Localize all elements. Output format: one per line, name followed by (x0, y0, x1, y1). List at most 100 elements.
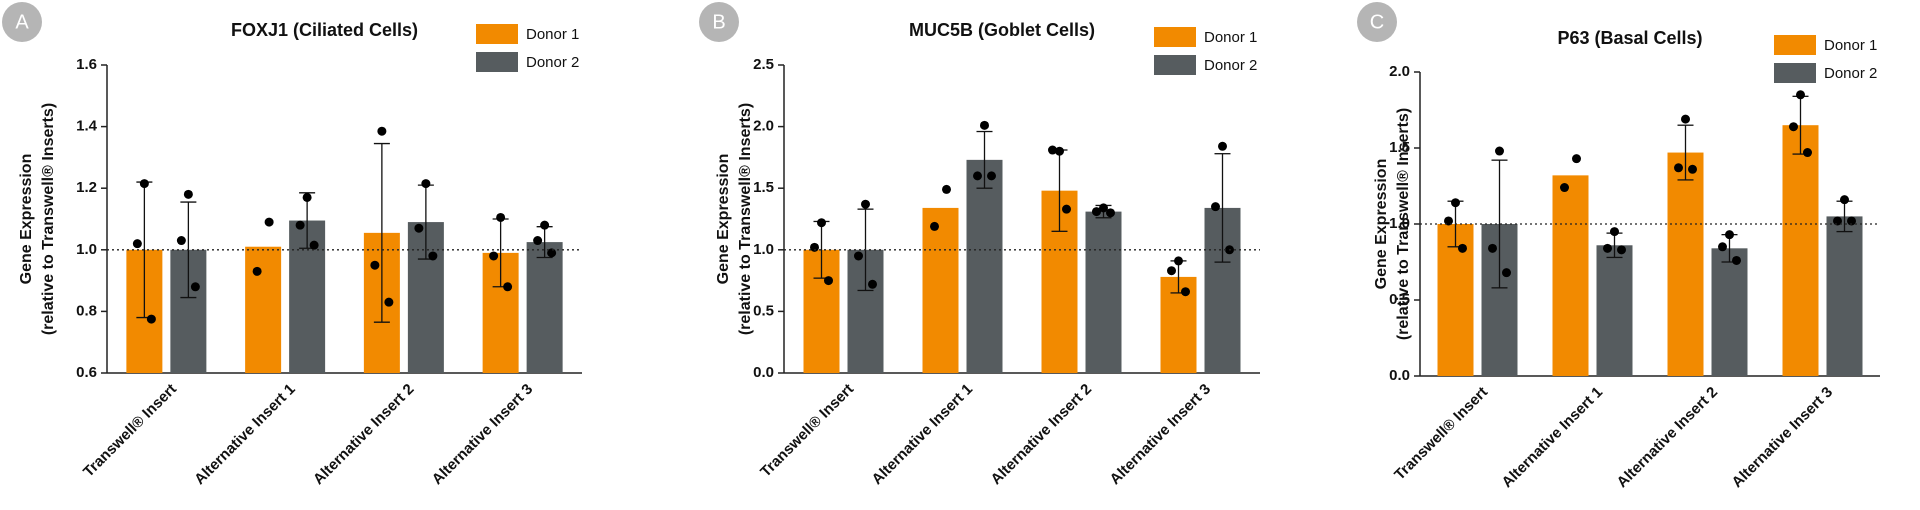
y-tick-label: 1.0 (1389, 215, 1410, 232)
legend-swatch (1774, 63, 1816, 83)
x-tick-label: Alternative Insert 1 (1499, 384, 1607, 492)
data-point (132, 239, 142, 249)
bar (966, 159, 1003, 373)
data-point (1106, 208, 1115, 218)
data-point (295, 220, 305, 230)
y-axis-label: Gene Expression (715, 154, 732, 285)
data-point (547, 248, 557, 258)
bar (1826, 216, 1863, 376)
data-point (1211, 202, 1220, 212)
data-point (1062, 204, 1071, 214)
data-point (377, 126, 387, 136)
y-tick-label: 0.6 (76, 364, 97, 381)
data-point (1099, 203, 1108, 213)
data-point (1444, 216, 1453, 226)
bar (245, 246, 282, 373)
data-point (1055, 146, 1064, 156)
data-point (540, 220, 550, 230)
legend-swatch (1154, 55, 1196, 75)
error-bar (373, 142, 390, 323)
panel: B MUC5B (Goblet Cells) Gene Expression (rel… (699, 2, 1260, 488)
data-point (1488, 243, 1497, 253)
data-point (1167, 266, 1176, 276)
data-point (868, 279, 877, 289)
data-point (1181, 287, 1190, 297)
error-bar (1491, 159, 1508, 289)
data-point (861, 199, 870, 209)
data-point (421, 179, 431, 189)
x-tick-label: Alternative Insert 1 (869, 381, 977, 489)
bar (1085, 211, 1122, 373)
legend-swatch (1154, 27, 1196, 47)
data-point (824, 276, 833, 286)
chart-title: MUC5B (Goblet Cells) (909, 20, 1095, 40)
y-tick-label: 1.2 (76, 179, 97, 196)
error-bar (1214, 153, 1231, 263)
legend-label: Donor 2 (1824, 65, 1877, 82)
data-point (1502, 268, 1511, 278)
panel: C P63 (Basal Cells) Gene Expression (relati… (1357, 2, 1880, 491)
error-bar (1677, 124, 1694, 181)
data-point (1603, 243, 1612, 253)
data-point (1174, 256, 1183, 266)
data-point (496, 212, 506, 222)
data-point (1495, 146, 1504, 156)
data-point (1803, 148, 1812, 158)
data-point (942, 184, 951, 194)
data-point (252, 266, 262, 276)
y-tick-label: 1.4 (76, 118, 98, 135)
y-axis-label: (relative to Transwell® Inserts) (737, 103, 754, 335)
y-tick-label: 1.6 (76, 56, 97, 73)
y-tick-label: 0.8 (76, 302, 97, 319)
panel-letter: C (1370, 11, 1384, 33)
chart-title: FOXJ1 (Ciliated Cells) (231, 20, 418, 40)
data-point (987, 171, 996, 181)
bar (1782, 125, 1819, 376)
legend-label: Donor 2 (526, 54, 579, 71)
legend-swatch (476, 52, 518, 72)
data-point (183, 189, 193, 199)
y-axis-label: Gene Expression (18, 154, 35, 285)
y-tick-label: 2.0 (753, 118, 774, 135)
bar (1711, 248, 1748, 376)
data-point (930, 221, 939, 231)
data-point (190, 282, 200, 292)
x-tick-label: Alternative Insert 3 (429, 381, 537, 489)
data-point (489, 251, 499, 261)
data-point (384, 297, 394, 307)
data-point (370, 260, 380, 270)
data-point (1218, 141, 1227, 151)
error-bar (976, 130, 993, 189)
bar (1552, 175, 1589, 376)
bar (526, 242, 563, 373)
y-tick-label: 1.5 (1389, 139, 1410, 156)
x-tick-label: Alternative Insert 3 (1729, 384, 1837, 492)
x-tick-label: Transwell® Insert (1391, 384, 1491, 484)
x-tick-label: Alternative Insert 3 (1107, 381, 1215, 489)
data-point (1458, 243, 1467, 253)
data-point (1732, 255, 1741, 265)
chart-title: P63 (Basal Cells) (1557, 28, 1702, 48)
data-point (1572, 154, 1581, 164)
data-point (1048, 145, 1057, 155)
y-tick-label: 0.0 (753, 364, 774, 381)
data-point (854, 251, 863, 261)
x-tick-label: Alternative Insert 2 (1614, 384, 1722, 492)
y-axis-label: (relative to Transwell® Inserts) (40, 103, 57, 335)
data-point (1840, 195, 1849, 205)
panel-badge (699, 2, 739, 42)
data-point (1789, 122, 1798, 132)
data-point (176, 236, 186, 246)
panel-badge (1357, 2, 1397, 42)
panel: A FOXJ1 (Ciliated Cells) Gene Expression (r… (2, 2, 582, 488)
data-point (810, 242, 819, 252)
data-point (428, 251, 438, 261)
y-tick-label: 0.5 (753, 302, 774, 319)
bar (1596, 245, 1633, 376)
data-point (1718, 242, 1727, 252)
data-point (139, 179, 149, 189)
y-tick-label: 1.5 (753, 179, 774, 196)
x-tick-label: Alternative Insert 1 (191, 381, 299, 489)
data-point (1560, 183, 1569, 193)
